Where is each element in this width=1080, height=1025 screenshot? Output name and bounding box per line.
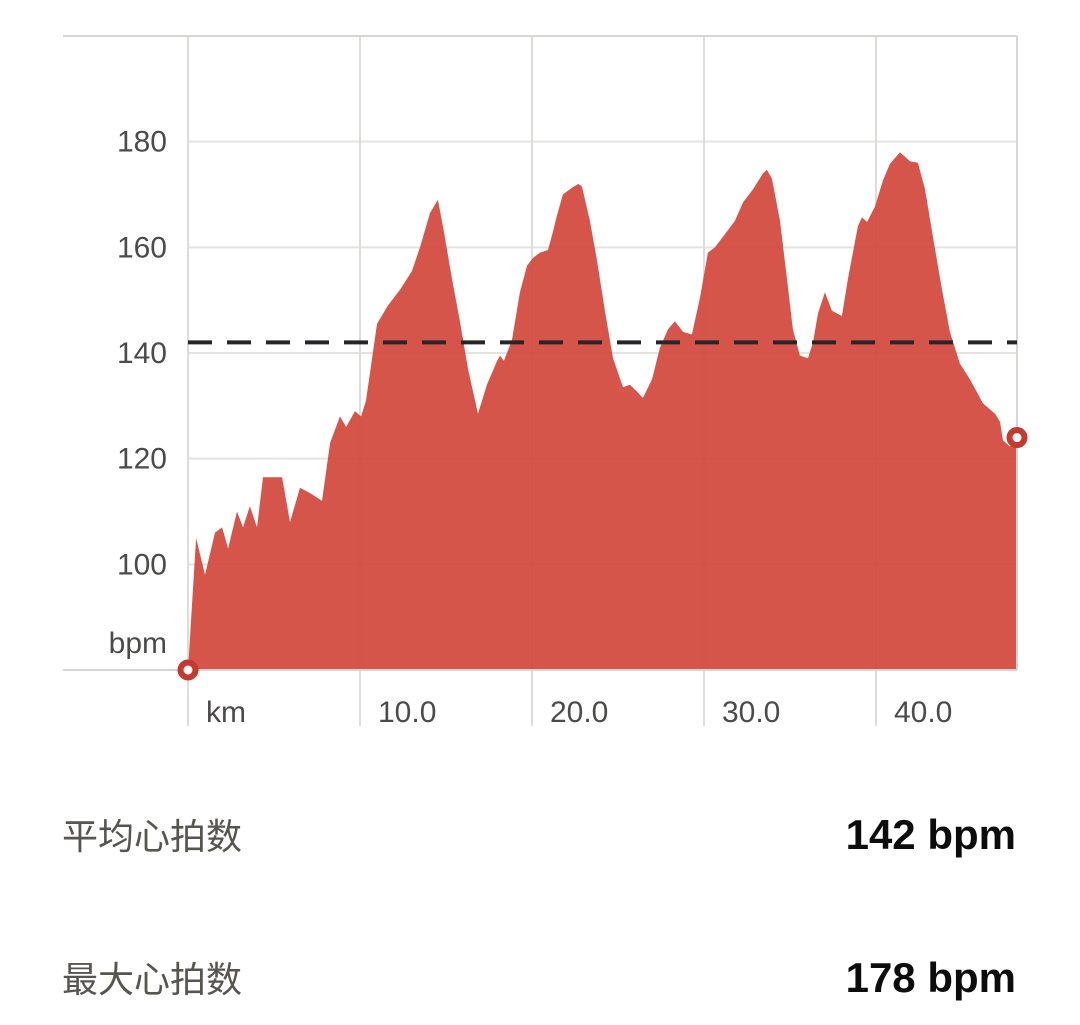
y-tick-label-160: 160 — [117, 231, 167, 264]
average-hr-value: 142 bpm — [845, 811, 1016, 858]
y-tick-label-140: 140 — [117, 337, 167, 370]
stat-row-average-hr: 平均心拍数 142 bpm — [62, 808, 1016, 858]
y-tick-label-100: 100 — [117, 548, 167, 581]
range-start-handle[interactable] — [177, 659, 199, 681]
average-hr-label: 平均心拍数 — [62, 816, 243, 857]
heart-rate-chart: 180 160 140 120 100 bpm km 10.0 20.0 30.0 40.0 — [63, 35, 1028, 729]
y-tick-label-180: 180 — [117, 126, 167, 159]
x-tick-label-30.0: 30.0 — [722, 696, 780, 729]
max-hr-label: 最大心拍数 — [62, 959, 243, 1000]
heart-rate-area — [188, 152, 1017, 670]
x-tick-label-10.0: 10.0 — [378, 696, 436, 729]
stat-row-max-hr: 最大心拍数 178 bpm — [62, 951, 1016, 1001]
x-tick-label-km: km — [206, 696, 246, 729]
y-axis-unit-label: bpm — [109, 627, 167, 660]
y-tick-label-120: 120 — [117, 443, 167, 476]
stats-section: 平均心拍数 142 bpm 最大心拍数 178 bpm — [0, 808, 1080, 1001]
x-tick-label-20.0: 20.0 — [550, 696, 608, 729]
range-end-handle[interactable] — [1006, 427, 1028, 449]
heart-rate-chart-container: 180 160 140 120 100 bpm km 10.0 20.0 30.0 40.0 — [63, 35, 1028, 729]
x-tick-label-40.0: 40.0 — [894, 696, 952, 729]
max-hr-value: 178 bpm — [845, 954, 1016, 1001]
